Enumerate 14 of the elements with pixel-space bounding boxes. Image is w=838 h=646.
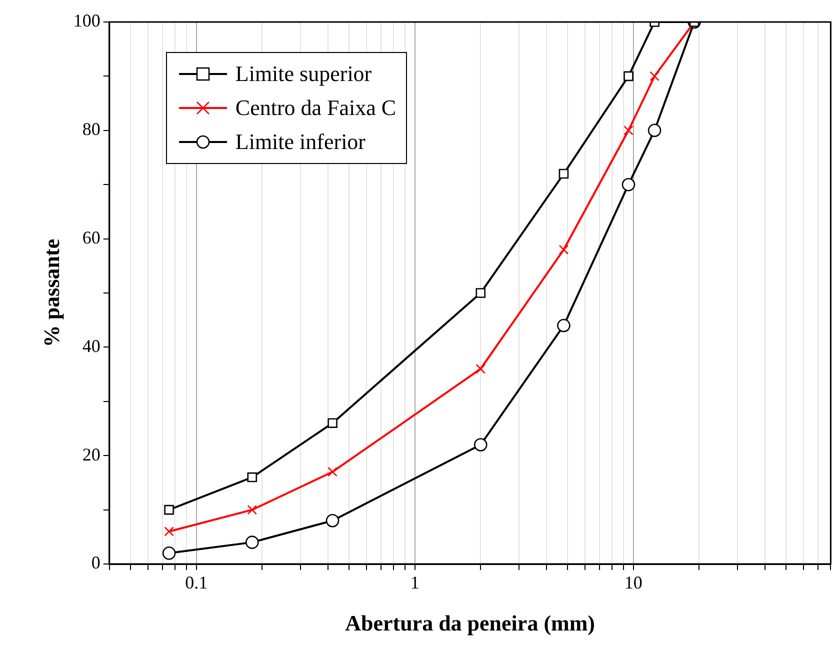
legend-label: Centro da Faixa C [235,94,396,122]
x-tick-label: 0.1 [185,572,208,593]
y-tick-label: 20 [82,444,100,464]
legend-label: Limite superior [235,60,372,88]
x-tick-label: 1 [410,572,420,593]
legend-label: Limite inferior [235,128,366,156]
y-tick-label: 80 [82,119,100,140]
y-tick-label: 100 [73,10,100,31]
x-axis-title: Abertura da peneira (mm) [345,610,596,636]
y-tick-label: 0 [91,552,100,573]
y-tick-label: 60 [82,228,100,248]
x-tick-label: 10 [624,572,642,593]
y-tick-label: 40 [82,336,100,356]
y-axis-title: % passante [38,238,64,348]
